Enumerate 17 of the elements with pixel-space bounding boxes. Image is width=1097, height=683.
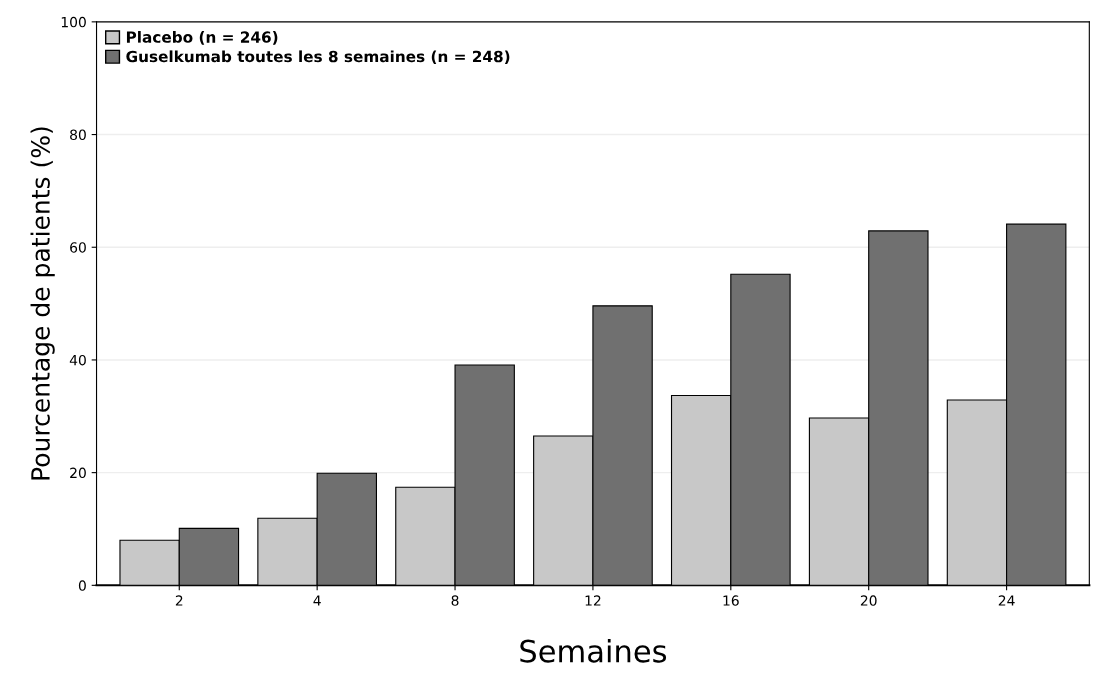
- y-tick-label: 0: [78, 580, 86, 591]
- x-tick-label: 2: [175, 595, 183, 606]
- x-axis-title: Semaines: [520, 639, 667, 663]
- x-tick-label: 16: [723, 595, 739, 606]
- legend-label: Placebo (n = 246): [126, 31, 278, 45]
- x-tick-label: 12: [585, 595, 601, 606]
- x-tick-label: 4: [313, 595, 321, 606]
- y-tick-label: 80: [70, 129, 86, 141]
- x-tick-label: 8: [451, 595, 459, 606]
- y-axis-title: Pourcentage de patients (%): [30, 127, 55, 480]
- y-tick-label: 60: [70, 242, 86, 253]
- y-tick-label: 20: [70, 467, 86, 479]
- x-tick-label: 20: [860, 595, 877, 606]
- legend-label: Guselkumab toutes les 8 semaines (n = 248): [126, 50, 510, 65]
- x-tick-label: 24: [998, 595, 1015, 606]
- y-tick-label: 100: [61, 16, 86, 28]
- y-tick-label: 40: [69, 354, 86, 366]
